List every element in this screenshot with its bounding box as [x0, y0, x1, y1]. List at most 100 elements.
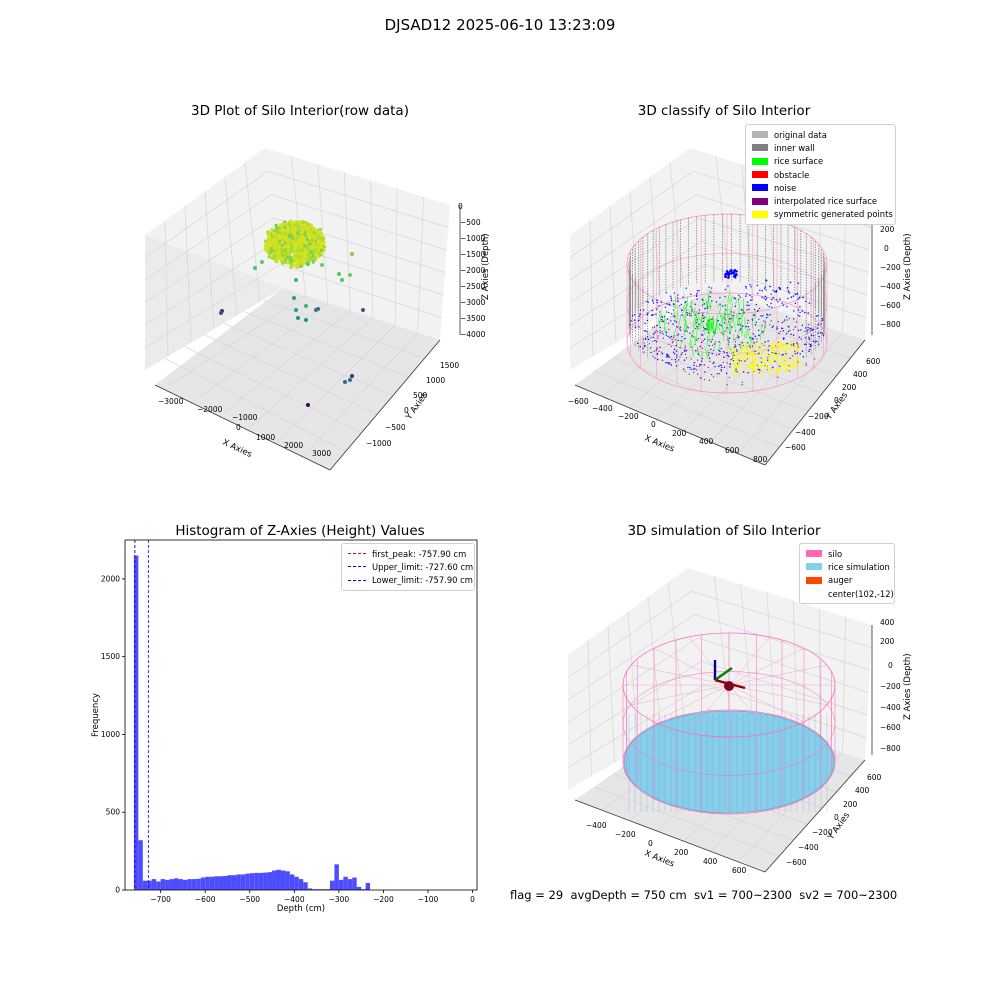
- symmetric-point: [753, 343, 756, 346]
- silo-roof-line: [653, 684, 730, 722]
- rice-surface-point: [713, 315, 715, 323]
- histogram-bar: [151, 879, 157, 890]
- raw-point: [322, 245, 327, 249]
- rice-surface-point: [740, 309, 744, 319]
- raw-point: [307, 242, 312, 246]
- noise-point: [647, 301, 649, 303]
- noise-point: [652, 336, 654, 339]
- histogram-bar: [200, 877, 206, 890]
- histogram-bar: [236, 874, 241, 890]
- histogram-bar: [209, 876, 215, 890]
- noise-point: [728, 337, 731, 339]
- raw-point: [294, 308, 298, 312]
- interp-point: [807, 324, 810, 326]
- interp-point: [756, 338, 758, 340]
- symmetric-point: [738, 362, 741, 365]
- histogram-chart: −700 −600 −500 −400 −300 −200 −100 0 0 500 1000 15…: [91, 539, 478, 914]
- silo-roof-line: [728, 648, 805, 686]
- plot1-xtick: 0: [236, 423, 241, 432]
- raw-point: [288, 241, 293, 246]
- legend-line: [348, 579, 366, 581]
- histogram-bar: [343, 876, 348, 890]
- noise-point: [745, 287, 747, 289]
- interp-point: [643, 338, 645, 340]
- histogram-bar: [138, 840, 143, 890]
- noise-point: [774, 290, 776, 293]
- noise-point: [752, 337, 754, 340]
- histogram-bar: [294, 876, 299, 890]
- rice-surface-point: [663, 314, 666, 323]
- noise-point: [719, 323, 721, 326]
- noise-point: [749, 294, 751, 297]
- noise-point: [701, 360, 703, 362]
- symmetric-point: [752, 363, 755, 366]
- interp-point: [694, 328, 696, 330]
- noise-point: [790, 296, 793, 299]
- raw-point: [311, 230, 316, 235]
- noise-point: [661, 315, 663, 317]
- symmetric-point: [778, 351, 781, 354]
- noise-point: [794, 352, 797, 355]
- noise-point: [756, 292, 759, 294]
- noise-point: [781, 354, 784, 356]
- noise-point: [767, 349, 770, 352]
- interp-point: [653, 333, 655, 335]
- raw-point: [300, 229, 305, 234]
- interp-point: [702, 340, 704, 342]
- noise-point: [719, 297, 721, 299]
- symmetric-point: [747, 365, 750, 368]
- noise-point: [814, 341, 816, 343]
- plot1-points: [219, 219, 365, 407]
- rice-surface-point: [724, 312, 726, 325]
- histogram-xtick-label: −600: [195, 895, 216, 904]
- plot4-ytick: −200: [812, 828, 833, 837]
- figure-title: DJSAD12 2025-06-10 13:23:09: [384, 16, 616, 34]
- symmetric-point: [782, 356, 785, 359]
- noise-point: [802, 296, 804, 299]
- interp-point: [728, 341, 730, 343]
- histogram-bar: [187, 879, 192, 890]
- noise-point: [783, 337, 785, 340]
- raw-point: [272, 231, 276, 235]
- plot4-ytick: 200: [843, 800, 858, 809]
- symmetric-point: [772, 358, 775, 361]
- rice-surface-point: [700, 317, 703, 327]
- noise-point: [674, 320, 676, 322]
- noise-point: [665, 331, 668, 333]
- noise-point: [765, 289, 767, 291]
- legend-line: [348, 566, 366, 568]
- noise-point: [710, 291, 712, 293]
- rice-surface-point: [686, 296, 689, 307]
- rice-surface-point: [694, 336, 697, 345]
- noise-point: [705, 328, 708, 331]
- plot1-title: 3D Plot of Silo Interior(row data): [191, 103, 409, 119]
- raw-point: [267, 240, 272, 244]
- raw-point: [304, 240, 308, 245]
- noise-point: [675, 364, 678, 367]
- noise-point: [782, 304, 785, 306]
- histogram-bar: [231, 875, 237, 890]
- noise-point: [658, 305, 660, 307]
- symmetric-point: [738, 345, 741, 348]
- histogram-ytick-label: 500: [106, 808, 121, 817]
- symmetric-point: [763, 360, 766, 363]
- symmetric-point: [777, 347, 780, 350]
- plot4-silo-wireframe: [622, 632, 836, 815]
- noise-point: [680, 303, 683, 306]
- symmetric-point: [739, 353, 742, 356]
- symmetric-point: [744, 346, 747, 349]
- noise-point: [793, 343, 795, 345]
- noise-point: [711, 353, 713, 355]
- plot1-xticks: −3000 −2000 −1000 0 1000 2000 3000: [158, 397, 331, 458]
- plot2-ztick: 0: [884, 244, 889, 253]
- raw-point: [303, 222, 307, 227]
- raw-point: [319, 248, 324, 253]
- interp-point: [748, 328, 750, 331]
- raw-point: [275, 225, 279, 230]
- noise-point: [753, 308, 756, 311]
- raw-point: [340, 278, 344, 282]
- interp-point: [703, 378, 706, 381]
- symmetric-point: [768, 370, 771, 373]
- raw-point: [296, 254, 300, 259]
- raw-point: [309, 250, 313, 254]
